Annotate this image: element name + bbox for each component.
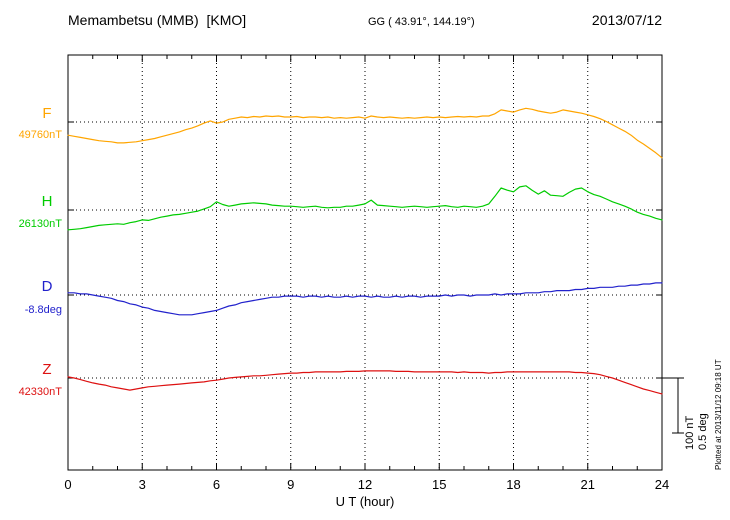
trace-z: [67, 370, 663, 395]
channel-baseline-f: 49760nT: [18, 129, 62, 141]
station-title: Memambetsu (MMB) [KMO]: [68, 12, 247, 28]
x-tick-label: 18: [506, 477, 521, 492]
x-tick-label: 6: [212, 477, 221, 492]
trace-f: [67, 107, 663, 159]
x-tick-label: 15: [432, 477, 447, 492]
x-tick-label: 9: [287, 477, 295, 492]
channel-baseline-h: 26130nT: [18, 218, 62, 230]
channel-baseline-d: -8.8deg: [24, 304, 62, 316]
channel-label-h: H: [41, 193, 53, 210]
geographic-coordinates: GG ( 43.91°, 144.19°): [368, 16, 475, 28]
trace-h: [67, 185, 663, 231]
plotted-timestamp-note: Plotted at 2013/11/12 09:18 UT: [714, 359, 723, 470]
x-tick-label: 3: [138, 477, 146, 492]
x-axis-title: U T (hour): [335, 494, 395, 509]
channel-label-z: Z: [42, 361, 52, 378]
x-tick-label: 0: [64, 477, 72, 492]
plot-date: 2013/07/12: [591, 12, 662, 28]
x-tick-label: 24: [654, 477, 670, 492]
x-tick-label: 21: [580, 477, 595, 492]
scale-bar-label-deg: 0.5 deg: [697, 413, 709, 450]
trace-d: [67, 282, 663, 316]
scale-bar-label-nt: 100 nT: [684, 415, 696, 450]
x-tick-label: 12: [357, 477, 373, 492]
channel-label-d: D: [41, 278, 53, 295]
channel-label-f: F: [42, 105, 52, 122]
channel-baseline-z: 42330nT: [18, 386, 62, 398]
